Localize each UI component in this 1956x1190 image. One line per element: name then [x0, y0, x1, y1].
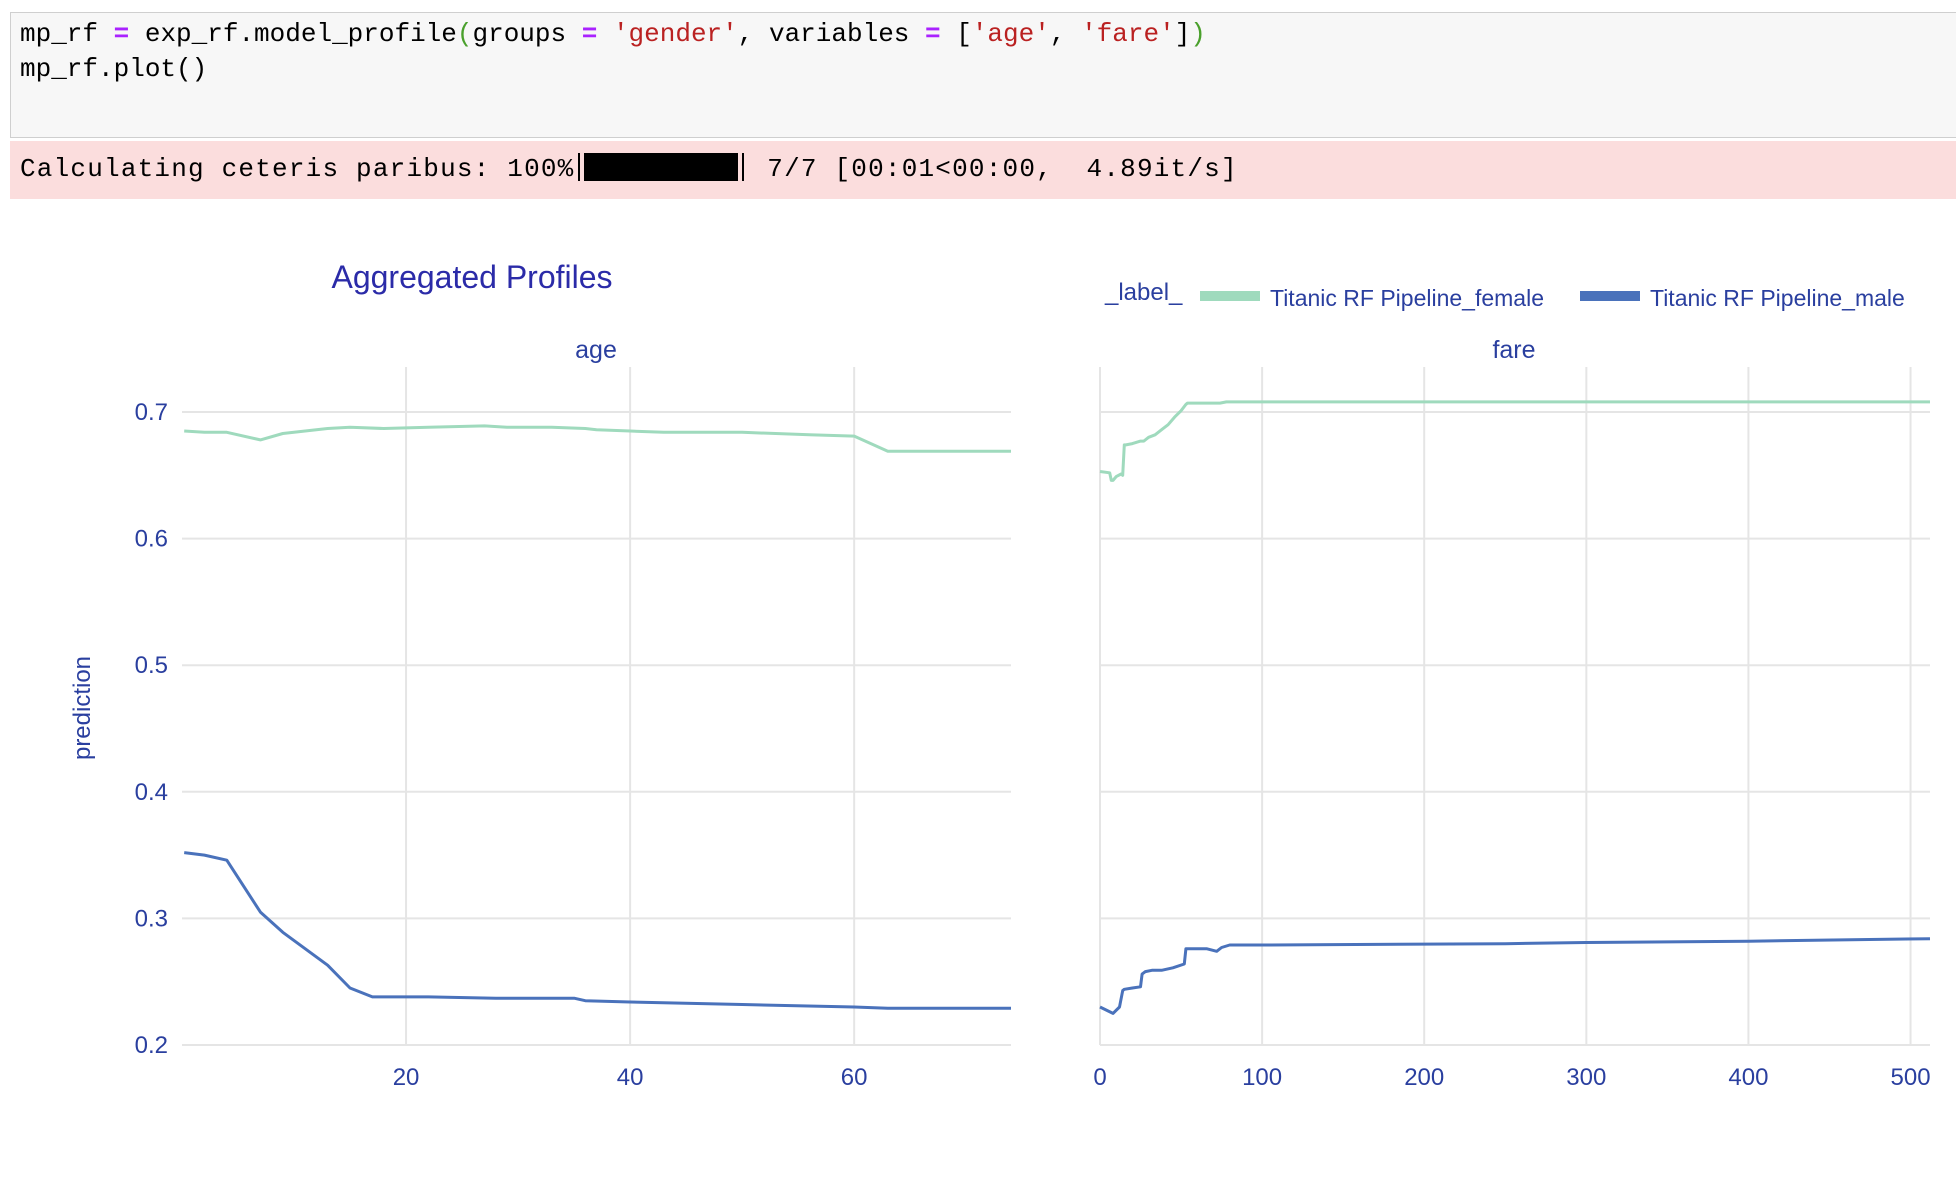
code-token: groups: [472, 19, 582, 49]
legend-entry-female: Titanic RF Pipeline_female: [1270, 285, 1544, 311]
y-tick-label: 0.7: [135, 399, 168, 426]
series-line-age-male: [184, 851, 1011, 1010]
series-line-age-female: [184, 424, 1011, 453]
chart-title: Aggregated Profiles: [331, 259, 612, 295]
progress-suffix: 7/7 [00:01<00:00, 4.89it/s]: [750, 154, 1238, 184]
x-tick-label: 200: [1404, 1064, 1444, 1091]
x-tick-label: 100: [1242, 1064, 1282, 1091]
code-token: 'age': [971, 19, 1050, 49]
code-line-1: mp_rf = exp_rf.model_profile(groups = 'g…: [20, 19, 1206, 49]
code-token: ): [1190, 19, 1206, 49]
y-tick-label: 0.2: [135, 1032, 168, 1059]
stderr-output: Calculating ceteris paribus: 100% 7/7 [0…: [10, 141, 1956, 199]
y-tick-label: 0.4: [135, 779, 168, 806]
y-tick-label: 0.3: [135, 905, 168, 932]
x-tick-label: 60: [841, 1064, 868, 1091]
code-token: 'gender': [612, 19, 738, 49]
code-token: 'fare': [1081, 19, 1175, 49]
code-token: (: [456, 19, 473, 49]
code-token: =: [581, 19, 598, 49]
code-token: =: [113, 19, 130, 49]
code-token: mp_rf: [20, 19, 114, 49]
progress-bar: [578, 152, 745, 181]
x-tick-label: 300: [1566, 1064, 1606, 1091]
x-tick-label: 40: [617, 1064, 644, 1091]
y-tick-label: 0.6: [135, 526, 168, 553]
code-token: =: [925, 19, 941, 49]
x-tick-label: 400: [1728, 1064, 1768, 1091]
code-line-2: mp_rf.plot(): [20, 54, 208, 84]
progress-bar-fill: [584, 152, 739, 181]
code-token: , variables: [737, 19, 925, 49]
panel-title-age: age: [575, 336, 617, 364]
code-cell[interactable]: mp_rf = exp_rf.model_profile(groups = 'g…: [10, 12, 1956, 138]
legend-entry-male: Titanic RF Pipeline_male: [1650, 285, 1905, 311]
y-axis-label: prediction: [69, 656, 96, 760]
progress-prefix: Calculating ceteris paribus: 100%: [20, 154, 575, 184]
panel-title-fare: fare: [1492, 336, 1535, 364]
y-tick-label: 0.5: [135, 652, 168, 679]
progress-line: Calculating ceteris paribus: 100% 7/7 [0…: [20, 152, 1238, 184]
legend-title: _label_: [1104, 279, 1183, 306]
code-token: ,: [1049, 19, 1082, 49]
x-tick-label: 500: [1891, 1064, 1931, 1091]
x-tick-label: 20: [393, 1064, 420, 1091]
series-line-fare-female: [1099, 400, 1930, 482]
x-tick-label: 0: [1093, 1064, 1106, 1091]
code-token: [: [940, 19, 972, 49]
code-token: ]: [1174, 19, 1191, 49]
series-line-fare-male: [1099, 937, 1931, 1015]
code-token: exp_rf.model_profile: [129, 19, 457, 49]
